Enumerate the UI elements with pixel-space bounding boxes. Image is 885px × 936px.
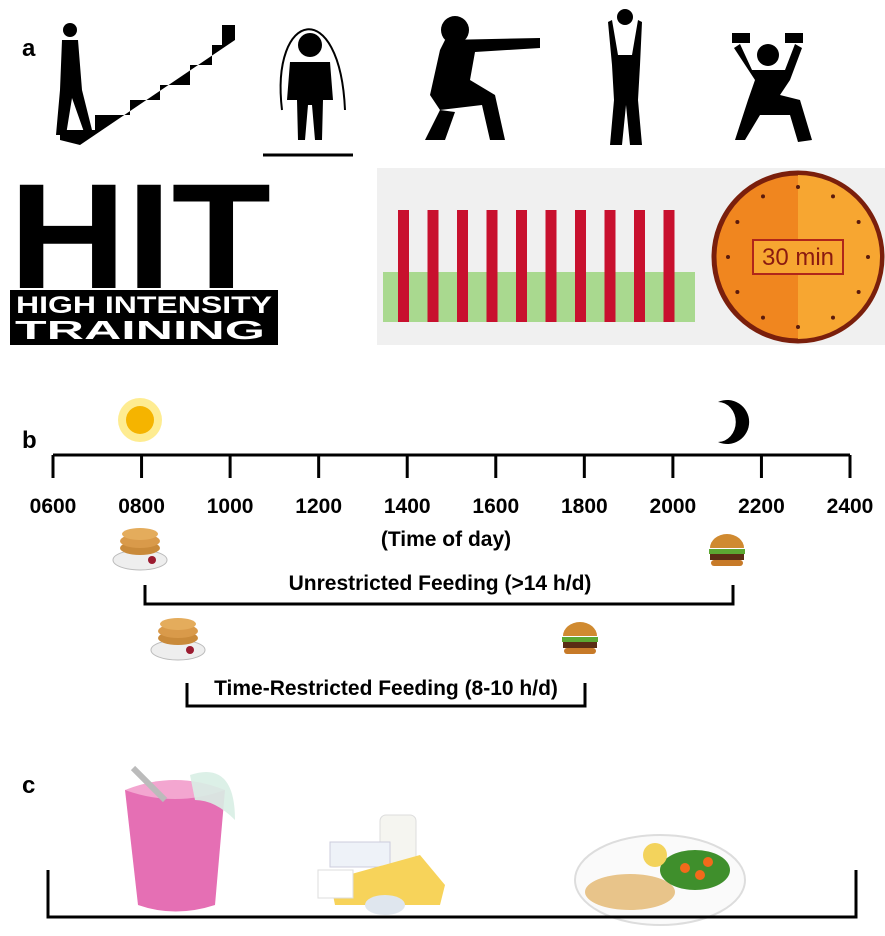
interval-bar [546, 210, 557, 322]
timer-dot [735, 290, 739, 294]
timer-dot [735, 220, 739, 224]
tick-label: 1800 [561, 495, 608, 518]
interval-bar [457, 210, 468, 322]
sun-icon [118, 398, 162, 442]
figure: a HIT HIGH INTENSITY TRAINING 30 min b [0, 0, 885, 931]
timer-dot [796, 325, 800, 329]
interval-bar [398, 210, 409, 322]
pancake-icon [113, 528, 167, 570]
interval-bar [605, 210, 616, 322]
yogurt-icon [125, 768, 235, 912]
tick-label: 1200 [295, 495, 342, 518]
timer-text: 30 min [762, 244, 834, 271]
interval-bar [487, 210, 498, 322]
tick-label: 0800 [118, 495, 165, 518]
burger-icon [709, 534, 745, 566]
burger-icon [562, 622, 598, 654]
ball-lift-icon [608, 9, 642, 145]
timer-dot [831, 316, 835, 320]
tick-label: 1600 [472, 495, 519, 518]
plate-icon [575, 835, 745, 925]
interval-bar [575, 210, 586, 322]
pancake-icon [151, 618, 205, 660]
jump-rope-icon [263, 29, 353, 155]
tick-label: 2000 [650, 495, 697, 518]
tick-label: 2400 [827, 495, 874, 518]
timer-dot [761, 194, 765, 198]
axis-label: (Time of day) [381, 528, 511, 551]
timer-dot [866, 255, 870, 259]
timer-dot [796, 185, 800, 189]
lunge-icon [732, 33, 812, 142]
panel-label: c [22, 772, 35, 799]
timer-dot [831, 194, 835, 198]
interval-bar [634, 210, 645, 322]
moon-icon [718, 400, 749, 444]
tick-label: 0600 [30, 495, 77, 518]
timer-dot [857, 290, 861, 294]
panel-label: b [22, 427, 37, 454]
feeding-label: Time-Restricted Feeding (8-10 h/d) [214, 677, 558, 700]
interval-bar [664, 210, 675, 322]
stairs-icon [56, 23, 235, 145]
logo-line: TRAINING [15, 315, 265, 345]
interval-bar [428, 210, 439, 322]
tick-label: 1400 [384, 495, 431, 518]
interval-bar [516, 210, 527, 322]
panel-label: a [22, 35, 36, 62]
tick-label: 1000 [207, 495, 254, 518]
tick-label: 2200 [738, 495, 785, 518]
timer-dot [726, 255, 730, 259]
feeding-label: Unrestricted Feeding (>14 h/d) [289, 572, 592, 595]
squat-icon [425, 16, 540, 140]
timer-dot [761, 316, 765, 320]
timer-dot [857, 220, 861, 224]
dairy-icon [318, 815, 445, 915]
